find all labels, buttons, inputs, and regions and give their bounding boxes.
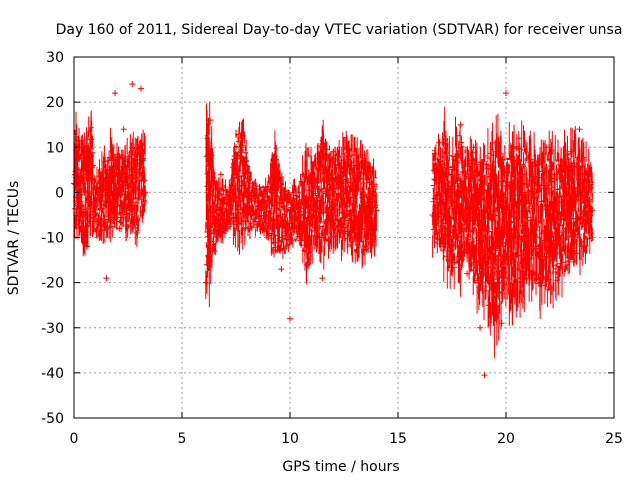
data-point: [524, 257, 531, 264]
data-point: [137, 85, 144, 92]
data-point: [129, 81, 136, 88]
data-point: [211, 248, 218, 255]
data-point: [217, 171, 224, 178]
data-point: [429, 211, 436, 218]
data-point: [442, 225, 449, 232]
data-point: [304, 261, 311, 268]
data-point: [351, 175, 358, 182]
y-tick-label: 10: [46, 140, 64, 156]
x-tick-label: 10: [281, 431, 299, 447]
data-point: [142, 189, 149, 196]
data-series-segment-3: [429, 90, 596, 379]
data-point: [319, 275, 326, 282]
data-point: [271, 153, 278, 160]
data-point: [77, 211, 84, 218]
data-point: [485, 302, 492, 309]
y-tick-label: -50: [41, 411, 64, 427]
y-tick-label: -40: [41, 366, 64, 382]
y-tick-label: 0: [55, 185, 64, 201]
data-point: [295, 202, 302, 209]
x-tick-label: 0: [70, 431, 79, 447]
data-layer: [71, 81, 596, 379]
data-point: [464, 270, 471, 277]
data-series-segment-1: [71, 81, 149, 282]
data-point: [226, 189, 233, 196]
x-axis-label: GPS time / hours: [282, 459, 399, 475]
data-point: [515, 135, 522, 142]
y-tick-label: 30: [46, 50, 64, 66]
data-point: [576, 126, 583, 133]
x-tick-label: 15: [389, 431, 407, 447]
data-point: [88, 153, 95, 160]
data-point: [567, 148, 574, 155]
data-band: [430, 106, 595, 359]
data-point: [116, 225, 123, 232]
data-point: [278, 266, 285, 273]
data-point: [103, 275, 110, 282]
data-point: [330, 148, 337, 155]
y-axis-label: SDTVAR / TECUs: [6, 181, 22, 296]
axes: 0 5 10 15 20 25 -50 -40 -30 -20 -10 0 10 20 30: [41, 50, 623, 447]
data-point: [535, 243, 542, 250]
data-point: [436, 139, 443, 146]
data-point: [373, 207, 380, 214]
y-tick-label: -30: [41, 321, 64, 337]
data-point: [83, 243, 90, 250]
data-point: [79, 144, 86, 151]
y-tick-label: 20: [46, 95, 64, 111]
data-point: [477, 324, 484, 331]
data-point: [509, 234, 516, 241]
data-point: [202, 279, 209, 286]
chart-title: Day 160 of 2011, Sidereal Day-to-day VTE…: [56, 22, 623, 38]
data-point: [312, 180, 319, 187]
data-point: [546, 144, 553, 151]
x-tick-label: 25: [605, 431, 623, 447]
data-point: [96, 216, 103, 223]
data-point: [256, 207, 263, 214]
data-point: [239, 135, 246, 142]
data-point: [81, 225, 88, 232]
data-point: [248, 198, 255, 205]
data-point: [125, 153, 131, 160]
data-point: [120, 126, 127, 133]
data-point: [107, 166, 114, 173]
data-point: [341, 193, 347, 200]
data-point: [492, 139, 499, 146]
data-point: [362, 243, 369, 250]
data-point: [470, 144, 477, 151]
data-point: [481, 372, 488, 379]
data-point: [112, 90, 119, 97]
data-series-segment-2: [202, 102, 380, 322]
data-point: [233, 144, 239, 151]
data-point: [207, 117, 214, 124]
data-point: [498, 320, 505, 327]
x-tick-label: 20: [497, 431, 515, 447]
data-point: [92, 202, 99, 209]
data-point: [133, 229, 140, 236]
data-point: [457, 121, 464, 128]
x-tick-label: 5: [178, 431, 187, 447]
y-tick-label: -10: [41, 231, 64, 247]
data-point: [503, 90, 509, 97]
y-tick-label: -20: [41, 276, 64, 292]
data-point: [557, 216, 563, 223]
data-point: [449, 171, 455, 178]
data-point: [589, 207, 596, 214]
data-point: [265, 211, 272, 218]
data-point: [287, 315, 293, 322]
data-point: [75, 166, 82, 173]
